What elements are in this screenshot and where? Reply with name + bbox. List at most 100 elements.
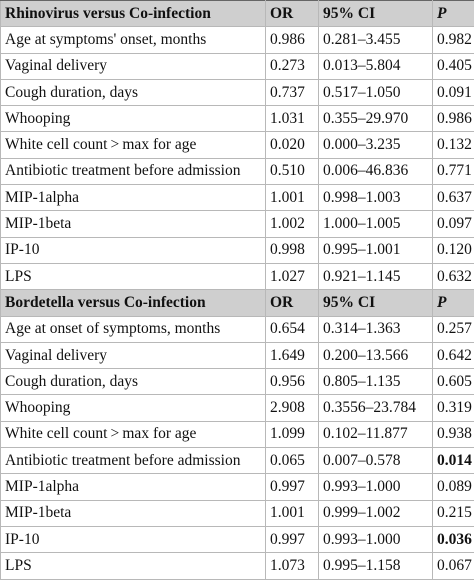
cell: 0.982 — [433, 27, 474, 53]
cell: 0.642 — [433, 342, 474, 368]
header-cell: OR — [266, 1, 319, 27]
cell: 0.102–11.877 — [319, 421, 433, 447]
cell: 0.097 — [433, 211, 474, 237]
cell: White cell count > max for age — [1, 132, 266, 158]
cell: 0.997 — [266, 526, 319, 552]
cell: 0.314–1.363 — [319, 316, 433, 342]
cell: 0.632 — [433, 263, 474, 289]
cell: 0.986 — [433, 106, 474, 132]
cell: 0.998–1.003 — [319, 185, 433, 211]
cell: 1.099 — [266, 421, 319, 447]
cell: 0.999–1.002 — [319, 500, 433, 526]
cell: Cough duration, days — [1, 369, 266, 395]
cell: 0.006–46.836 — [319, 158, 433, 184]
cell: 0.091 — [433, 79, 474, 105]
header-cell: P — [433, 1, 474, 27]
cell: MIP-1beta — [1, 211, 266, 237]
cell: 0.517–1.050 — [319, 79, 433, 105]
cell: 0.319 — [433, 395, 474, 421]
cell: 0.215 — [433, 500, 474, 526]
cell: 0.3556–23.784 — [319, 395, 433, 421]
cell: 0.405 — [433, 53, 474, 79]
cell: 0.737 — [266, 79, 319, 105]
cell: 0.014 — [433, 448, 474, 474]
cell: 0.355–29.970 — [319, 106, 433, 132]
cell: 0.921–1.145 — [319, 263, 433, 289]
cell: 0.510 — [266, 158, 319, 184]
cell: MIP-1beta — [1, 500, 266, 526]
cell: Whooping — [1, 395, 266, 421]
cell: 0.257 — [433, 316, 474, 342]
cell: 0.273 — [266, 53, 319, 79]
cell: 0.986 — [266, 27, 319, 53]
cell: 1.031 — [266, 106, 319, 132]
cell: 1.002 — [266, 211, 319, 237]
cell: LPS — [1, 553, 266, 579]
cell: 0.065 — [266, 448, 319, 474]
header-cell: 95% CI — [319, 290, 433, 316]
cell: 0.067 — [433, 553, 474, 579]
cell: 0.993–1.000 — [319, 526, 433, 552]
cell: Whooping — [1, 106, 266, 132]
cell: 0.089 — [433, 474, 474, 500]
cell: 0.637 — [433, 185, 474, 211]
cell: Vaginal delivery — [1, 342, 266, 368]
cell: 0.956 — [266, 369, 319, 395]
cell: 0.281–3.455 — [319, 27, 433, 53]
cell: 0.805–1.135 — [319, 369, 433, 395]
header-cell: Bordetella versus Co-infection — [1, 290, 266, 316]
cell: White cell count > max for age — [1, 421, 266, 447]
cell: 0.771 — [433, 158, 474, 184]
cell: IP-10 — [1, 237, 266, 263]
cell: 0.998 — [266, 237, 319, 263]
cell: 0.995–1.158 — [319, 553, 433, 579]
cell: 0.200–13.566 — [319, 342, 433, 368]
cell: 1.073 — [266, 553, 319, 579]
cell: Antibiotic treatment before admission — [1, 448, 266, 474]
cell: MIP-1alpha — [1, 474, 266, 500]
cell: 1.000–1.005 — [319, 211, 433, 237]
cell: Age at onset of symptoms, months — [1, 316, 266, 342]
cell: 0.997 — [266, 474, 319, 500]
cell: 1.649 — [266, 342, 319, 368]
cell: Vaginal delivery — [1, 53, 266, 79]
cell: 0.120 — [433, 237, 474, 263]
cell: 0.993–1.000 — [319, 474, 433, 500]
cell: 0.938 — [433, 421, 474, 447]
cell: Age at symptoms' onset, months — [1, 27, 266, 53]
cell: 0.000–3.235 — [319, 132, 433, 158]
cell: 0.013–5.804 — [319, 53, 433, 79]
header-cell: P — [433, 290, 474, 316]
cell: 0.036 — [433, 526, 474, 552]
cell: 0.020 — [266, 132, 319, 158]
cell: 0.132 — [433, 132, 474, 158]
header-cell: OR — [266, 290, 319, 316]
cell: 1.027 — [266, 263, 319, 289]
header-cell: 95% CI — [319, 1, 433, 27]
cell: Antibiotic treatment before admission — [1, 158, 266, 184]
cell: IP-10 — [1, 526, 266, 552]
